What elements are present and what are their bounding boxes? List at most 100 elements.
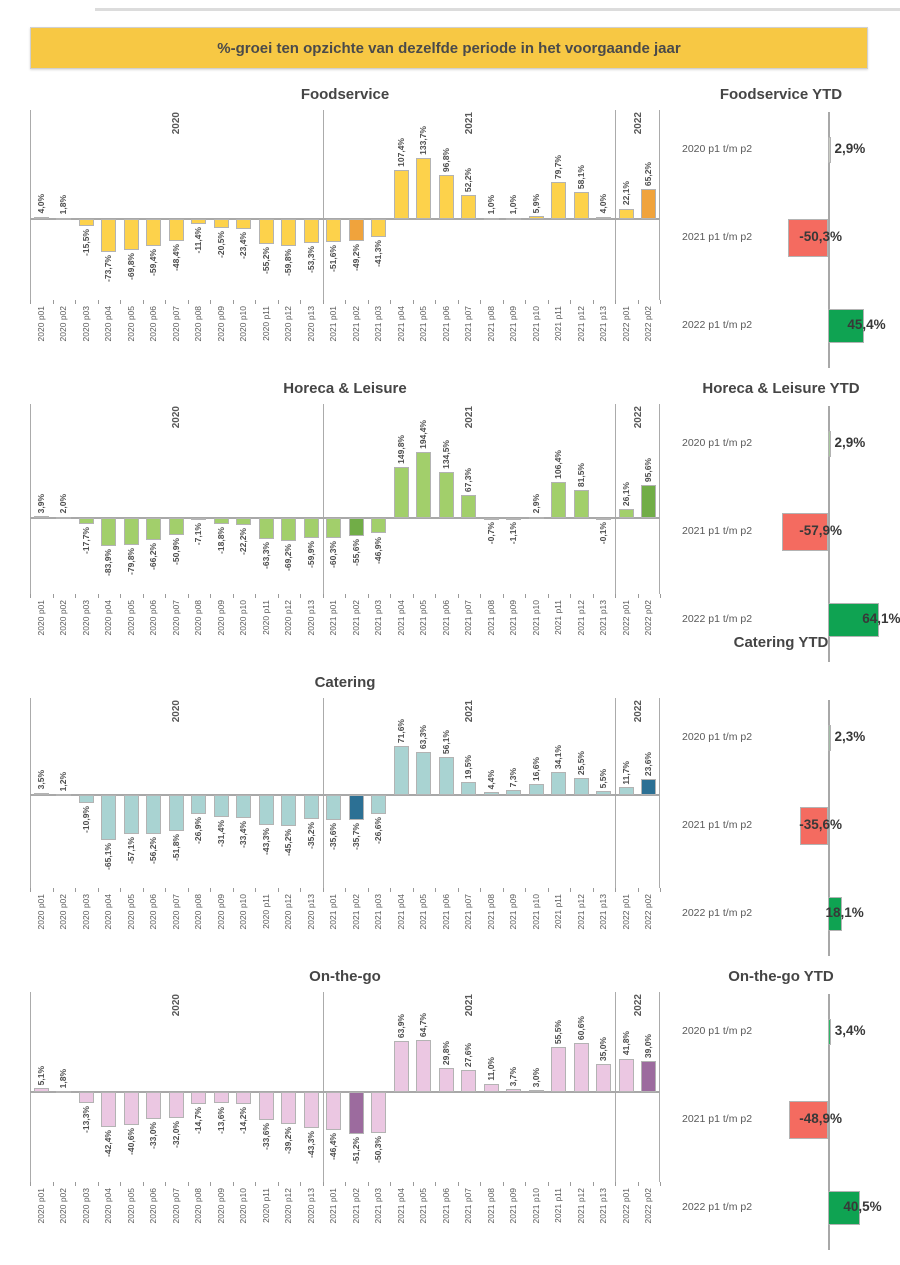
bar: [258, 795, 274, 825]
bar-value-label: 71,6%: [395, 718, 406, 743]
category-label: 2021 p11: [553, 306, 564, 341]
bar: [573, 192, 589, 219]
axis-tick: [30, 1182, 31, 1186]
category-label: 2020 p04: [103, 1188, 114, 1224]
category-label: 2022 p01: [620, 1188, 631, 1224]
category-label: 2020 p01: [35, 894, 46, 930]
category-label: 2020 p03: [80, 1188, 91, 1224]
bar-value-label: 26,1%: [620, 481, 631, 506]
category-label: 2021 p02: [350, 306, 361, 342]
category-label: 2021 p01: [328, 894, 339, 930]
axis-tick: [615, 888, 616, 892]
chart-title: Horeca & Leisure: [283, 380, 407, 397]
bar: [596, 1064, 612, 1093]
bar: [101, 795, 117, 840]
category-axis: 2020 p01 2020 p02 2020 p03 2020 p04 2020 p05…: [30, 594, 661, 672]
axis-tick: [97, 300, 99, 304]
axis-tick: [97, 888, 99, 892]
bar-value-label: 3,0%: [530, 1067, 541, 1088]
ytd-row-value: 45,4%: [847, 317, 886, 332]
bar-value-label: -35,7%: [350, 822, 361, 850]
category-label: 2021 p06: [440, 1188, 451, 1224]
bar-value-label: 106,4%: [553, 449, 564, 479]
axis-tick: [277, 1182, 279, 1186]
bar: [168, 1092, 184, 1119]
bar-value-label: 63,3%: [418, 724, 429, 749]
bar: [551, 182, 567, 219]
category-label: 2021 p07: [463, 894, 474, 930]
bar: [371, 218, 387, 238]
bar: [236, 795, 252, 819]
bar-value-label: 11,7%: [620, 760, 631, 785]
axis-tick: [592, 300, 594, 304]
ytd-row-value: -50,3%: [799, 229, 842, 244]
axis-tick: [232, 888, 234, 892]
axis-tick: [525, 1182, 526, 1186]
bar: [326, 218, 342, 242]
axis-tick: [592, 594, 594, 598]
ytd-bar: [787, 219, 828, 257]
ytd-row-label: 2022 p1 t/m p2: [682, 907, 753, 919]
bar-value-label: -32,0%: [170, 1121, 181, 1149]
bar-value-label: -60,3%: [328, 541, 339, 568]
banner-title: %-groei ten opzichte van dezelfde period…: [217, 39, 681, 57]
axis-tick: [390, 888, 391, 892]
axis-tick: [52, 888, 54, 892]
category-label: 2021 p12: [575, 1188, 586, 1224]
plot-right-border: [659, 110, 660, 300]
bar-value-label: 52,2%: [463, 167, 474, 192]
ytd-bar: [828, 309, 865, 343]
axis-tick: [412, 594, 414, 598]
axis-tick: [142, 888, 144, 892]
axis-tick: [480, 594, 481, 598]
bar-value-label: 3,9%: [35, 493, 46, 514]
bar-value-label: -73,7%: [103, 255, 114, 282]
ytd-bar: [828, 137, 831, 163]
bar: [281, 1092, 297, 1125]
category-label: 2021 p09: [508, 894, 519, 930]
bar: [56, 217, 72, 220]
category-label: 2020 p09: [215, 894, 226, 930]
category-label: 2022 p02: [643, 306, 654, 342]
category-label: 2021 p09: [508, 306, 519, 342]
bar: [506, 217, 522, 220]
ytd-bar: [781, 513, 828, 551]
bar-plot: 2020 2021 2022 3,5% 1,2% -10,9% -65,1% -57,1% -5…: [30, 698, 660, 888]
axis-tick: [255, 594, 256, 598]
category-label: 2020 p12: [283, 1188, 294, 1224]
bar: [528, 516, 544, 519]
bar-value-label: 63,9%: [395, 1013, 406, 1038]
plot-right-border: [659, 404, 660, 594]
axis-tick: [615, 1182, 616, 1186]
bar: [348, 1092, 364, 1134]
bar: [416, 1040, 432, 1093]
category-label: 2022 p02: [643, 894, 654, 930]
axis-tick: [210, 594, 211, 598]
bar: [528, 783, 544, 796]
bar: [191, 517, 207, 521]
axis-tick: [435, 888, 436, 892]
bar-value-label: 96,8%: [440, 147, 451, 172]
category-label: 2020 p04: [103, 600, 114, 636]
bar-value-label: -56,2%: [148, 836, 159, 864]
category-label: 2020 p09: [215, 306, 226, 342]
bar-value-label: 55,5%: [553, 1020, 564, 1045]
bar-value-label: -14,7%: [193, 1107, 204, 1135]
year-label-2020: 2020: [171, 406, 183, 429]
category-label: 2021 p03: [373, 1188, 384, 1224]
ytd-row-value: -35,6%: [799, 817, 842, 832]
category-label: 2020 p09: [215, 1188, 226, 1224]
bar-value-label: 1,0%: [508, 195, 519, 215]
category-label: 2020 p06: [148, 306, 159, 342]
category-label: 2021 p01: [328, 600, 339, 636]
axis-tick: [75, 888, 76, 892]
bar: [528, 1090, 544, 1093]
ytd-row-label: 2021 p1 t/m p2: [682, 1113, 753, 1125]
axis-tick: [637, 594, 639, 598]
bar-value-label: 1,8%: [58, 195, 69, 215]
ytd-row-value: 64,1%: [862, 611, 900, 626]
ytd-row-label: 2022 p1 t/m p2: [682, 1201, 753, 1213]
zero-axis-line: [30, 516, 660, 519]
bar: [33, 216, 49, 219]
bar-value-label: 3,7%: [508, 1067, 519, 1087]
